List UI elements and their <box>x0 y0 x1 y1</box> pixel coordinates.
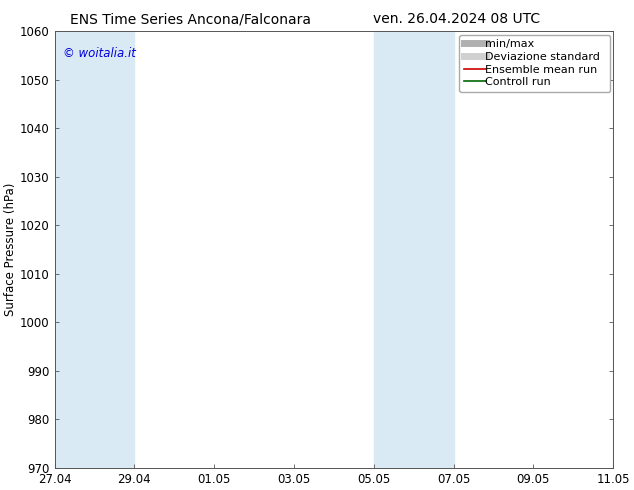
Bar <box>55 31 134 468</box>
Text: ENS Time Series Ancona/Falconara: ENS Time Series Ancona/Falconara <box>70 12 311 26</box>
Bar <box>613 31 634 468</box>
Text: © woitalia.it: © woitalia.it <box>63 47 136 59</box>
Bar <box>373 31 453 468</box>
Legend: min/max, Deviazione standard, Ensemble mean run, Controll run: min/max, Deviazione standard, Ensemble m… <box>459 35 610 92</box>
Y-axis label: Surface Pressure (hPa): Surface Pressure (hPa) <box>4 183 17 316</box>
Text: ven. 26.04.2024 08 UTC: ven. 26.04.2024 08 UTC <box>373 12 540 26</box>
